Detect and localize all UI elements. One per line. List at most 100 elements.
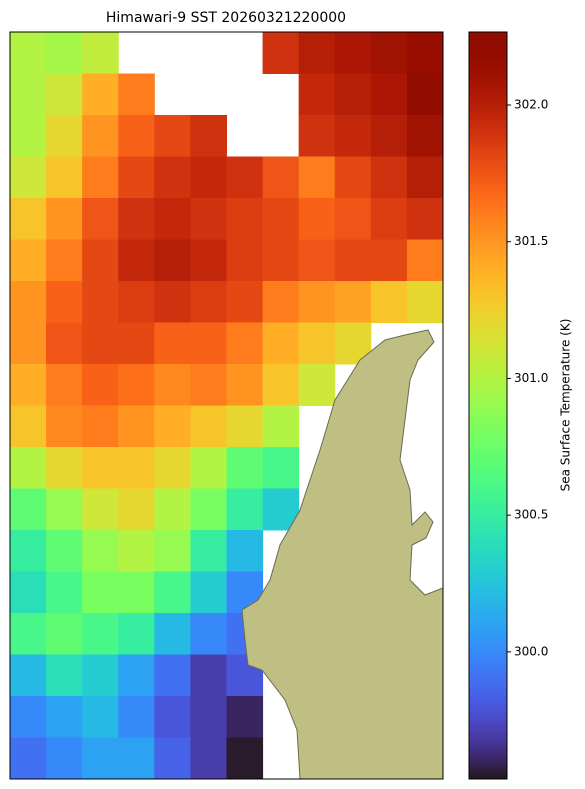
sst-cell — [10, 447, 47, 489]
sst-cell — [190, 281, 227, 323]
sst-cell — [298, 239, 336, 282]
sst-cell — [190, 654, 227, 697]
sst-cell — [118, 447, 155, 489]
sst-cell — [190, 696, 227, 738]
sst-cell — [46, 613, 83, 655]
sst-cell — [118, 737, 155, 780]
sst-cell — [10, 571, 47, 614]
sst-cell — [262, 32, 300, 74]
sst-cell — [154, 488, 191, 531]
sst-cell — [46, 281, 83, 323]
sst-cell — [226, 405, 264, 448]
sst-cell — [82, 32, 119, 74]
sst-cell — [190, 239, 227, 282]
sst-cell — [334, 156, 372, 199]
sst-cell — [46, 405, 83, 448]
sst-cell — [190, 447, 227, 489]
sst-cell — [226, 322, 264, 365]
sst-cell — [82, 654, 119, 697]
sst-cell — [154, 405, 191, 448]
sst-cell — [334, 281, 372, 323]
sst-cell — [154, 654, 191, 697]
sst-cell — [154, 613, 191, 655]
sst-cell — [154, 530, 191, 572]
sst-cell — [154, 198, 191, 240]
sst-cell — [46, 115, 83, 157]
sst-cell — [154, 364, 191, 406]
sst-cell — [118, 156, 155, 199]
sst-cell — [298, 322, 336, 365]
sst-cell — [190, 364, 227, 406]
sst-cell — [46, 488, 83, 531]
sst-cell — [118, 198, 155, 240]
sst-cell — [334, 198, 372, 240]
sst-cell — [262, 281, 300, 323]
sst-cell — [298, 156, 336, 199]
sst-cell — [118, 239, 155, 282]
sst-cell — [82, 156, 119, 199]
sst-cell — [226, 737, 264, 780]
sst-cell — [406, 198, 444, 240]
sst-cell — [370, 115, 408, 157]
sst-cell — [82, 239, 119, 282]
sst-cell — [118, 613, 155, 655]
colorbar-label: Sea Surface Temperature (K) — [559, 319, 573, 492]
sst-cell — [190, 322, 227, 365]
sst-cell — [154, 737, 191, 780]
sst-cell — [46, 73, 83, 116]
sst-cell — [10, 364, 47, 406]
sst-cell — [190, 156, 227, 199]
sst-cell — [10, 405, 47, 448]
sst-cell — [262, 156, 300, 199]
sst-cell — [406, 73, 444, 116]
sst-cell — [82, 281, 119, 323]
colorbar-tick-label: 300.5 — [514, 508, 548, 522]
sst-cell — [334, 115, 372, 157]
sst-cell — [46, 696, 83, 738]
sst-cell — [10, 696, 47, 738]
sst-cell — [82, 447, 119, 489]
sst-cell — [82, 405, 119, 448]
sst-cell — [262, 239, 300, 282]
sst-cell — [226, 156, 264, 199]
colorbar-tick-label: 300.0 — [514, 644, 548, 658]
sst-cell — [82, 488, 119, 531]
sst-cell — [406, 156, 444, 199]
sst-cell — [406, 115, 444, 157]
sst-cell — [46, 654, 83, 697]
sst-cell — [370, 281, 408, 323]
sst-cell — [82, 571, 119, 614]
sst-cell — [154, 115, 191, 157]
sst-cell — [370, 73, 408, 116]
sst-cell — [154, 571, 191, 614]
sst-cell — [406, 239, 444, 282]
sst-cell — [10, 32, 47, 74]
sst-cell — [190, 198, 227, 240]
sst-cell — [406, 281, 444, 323]
sst-cell — [190, 613, 227, 655]
sst-cell — [298, 198, 336, 240]
sst-cell — [82, 198, 119, 240]
title: Himawari-9 SST 20260321220000 — [106, 10, 346, 26]
land — [241, 329, 444, 780]
sst-cell — [10, 530, 47, 572]
sst-cell — [334, 73, 372, 116]
sst-cell — [226, 239, 264, 282]
sst-cell — [406, 32, 444, 74]
sst-cell — [226, 447, 264, 489]
sst-cell — [226, 696, 264, 738]
sst-cell — [10, 73, 47, 116]
sst-cell — [10, 281, 47, 323]
sst-cell — [46, 530, 83, 572]
sst-cell — [370, 156, 408, 199]
sst-cell — [118, 405, 155, 448]
sst-cell — [190, 530, 227, 572]
sst-cell — [82, 737, 119, 780]
sst-cell — [226, 530, 264, 572]
sst-cell — [82, 364, 119, 406]
sst-cell — [190, 737, 227, 780]
sst-cell — [10, 198, 47, 240]
